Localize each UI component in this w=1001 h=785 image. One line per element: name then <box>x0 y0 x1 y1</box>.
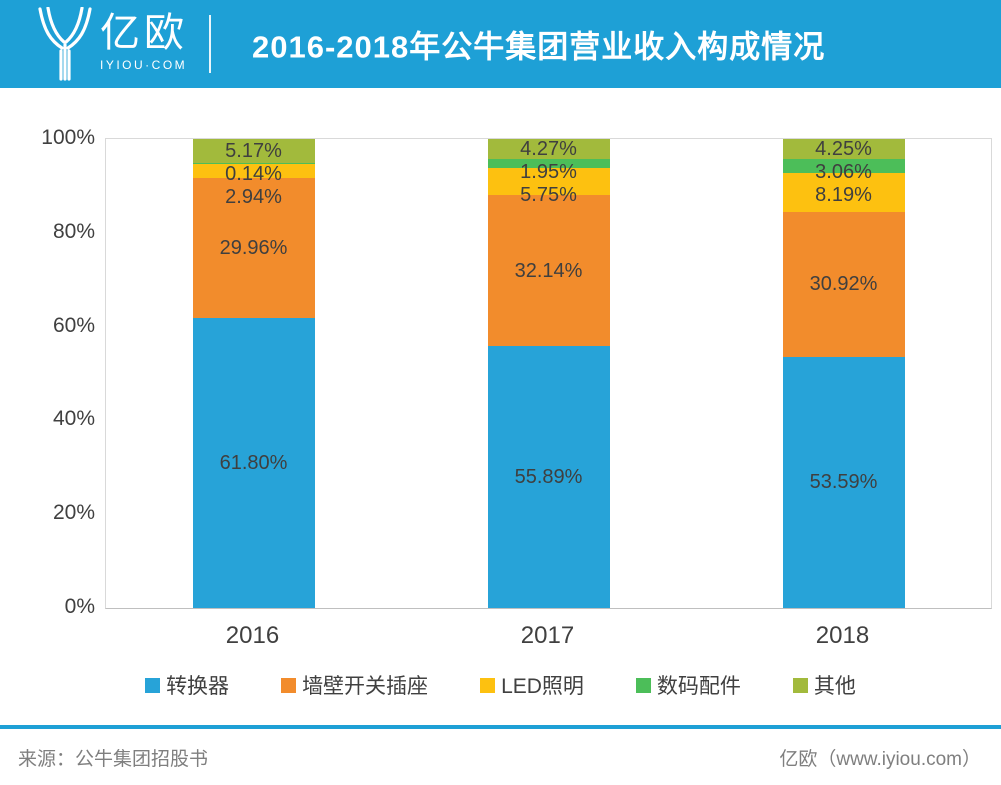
legend-item-转换器: 转换器 <box>145 670 229 700</box>
header-banner: 亿欧 IYIOU·COM 2016-2018年公牛集团营业收入构成情况 <box>0 0 1001 88</box>
source-note: 来源：公牛集团招股书 <box>18 749 209 770</box>
legend-swatch-icon <box>792 677 808 693</box>
logo-text-sub: IYIOU·COM <box>100 58 188 72</box>
y-axis-tick: 60% <box>52 313 95 337</box>
segment-LED照明 <box>192 163 315 178</box>
bar-2018: 4.25% 3.06% 8.19% 30.92% 53.59% <box>782 138 905 608</box>
y-axis-tick: 20% <box>52 501 95 525</box>
segment-其他 <box>192 138 315 164</box>
segment-墙壁开关插座 <box>782 211 905 357</box>
logo-text-cn: 亿欧 <box>100 11 188 55</box>
x-axis-label: 2018 <box>815 622 870 649</box>
segment-墙壁开关插座 <box>487 195 610 346</box>
legend-swatch-icon <box>635 677 651 693</box>
segment-转换器 <box>487 345 610 608</box>
header-divider <box>209 15 211 73</box>
logo-wordmark: 亿欧 IYIOU·COM <box>100 13 188 72</box>
segment-墙壁开关插座 <box>192 177 315 319</box>
legend-item-其他: 其他 <box>792 670 856 700</box>
segment-数码配件 <box>782 158 905 174</box>
legend-swatch-icon <box>281 677 297 693</box>
segment-转换器 <box>782 356 905 608</box>
segment-数码配件 <box>192 163 315 164</box>
legend-label: 转换器 <box>166 675 230 698</box>
chart-legend: 转换器 墙壁开关插座 LED照明 数码配件 其他 <box>0 670 1001 700</box>
segment-其他 <box>487 139 610 160</box>
legend-swatch-icon <box>145 677 161 693</box>
y-axis-tick: 80% <box>52 219 95 243</box>
legend-item-数码配件: 数码配件 <box>635 670 741 700</box>
bar-2016: 5.17% 0.14% 2.94% 29.96% 61.80% <box>192 138 315 608</box>
y-axis-tick: 0% <box>64 595 95 618</box>
legend-swatch-icon <box>480 677 496 693</box>
y-axis-tick: 100% <box>41 126 95 149</box>
legend-label: 数码配件 <box>656 675 741 698</box>
legend-label: 墙壁开关插座 <box>302 675 429 698</box>
y-axis-tick: 40% <box>52 407 95 431</box>
plot-area: 5.17% 0.14% 2.94% 29.96% 61.80% 4.27% 1.95% 5.7… <box>105 138 992 609</box>
x-axis-label: 2016 <box>225 622 280 649</box>
segment-数码配件 <box>487 159 610 169</box>
credit-note: 亿欧（www.iyiou.com） <box>779 749 981 770</box>
x-axis-label: 2017 <box>520 622 575 649</box>
page-title: 2016-2018年公牛集团营业收入构成情况 <box>252 29 826 65</box>
legend-item-墙壁开关插座: 墙壁开关插座 <box>281 670 428 700</box>
bar-2017: 4.27% 1.95% 5.75% 32.14% 55.89% <box>487 138 610 608</box>
segment-LED照明 <box>487 168 610 196</box>
footer-divider <box>0 725 1001 729</box>
iyiou-logo-icon <box>36 6 94 86</box>
legend-item-LED照明: LED照明 <box>480 670 584 700</box>
segment-LED照明 <box>782 173 905 212</box>
legend-label: LED照明 <box>501 675 584 698</box>
segment-转换器 <box>192 318 315 608</box>
segment-其他 <box>782 138 905 159</box>
legend-label: 其他 <box>813 675 856 698</box>
